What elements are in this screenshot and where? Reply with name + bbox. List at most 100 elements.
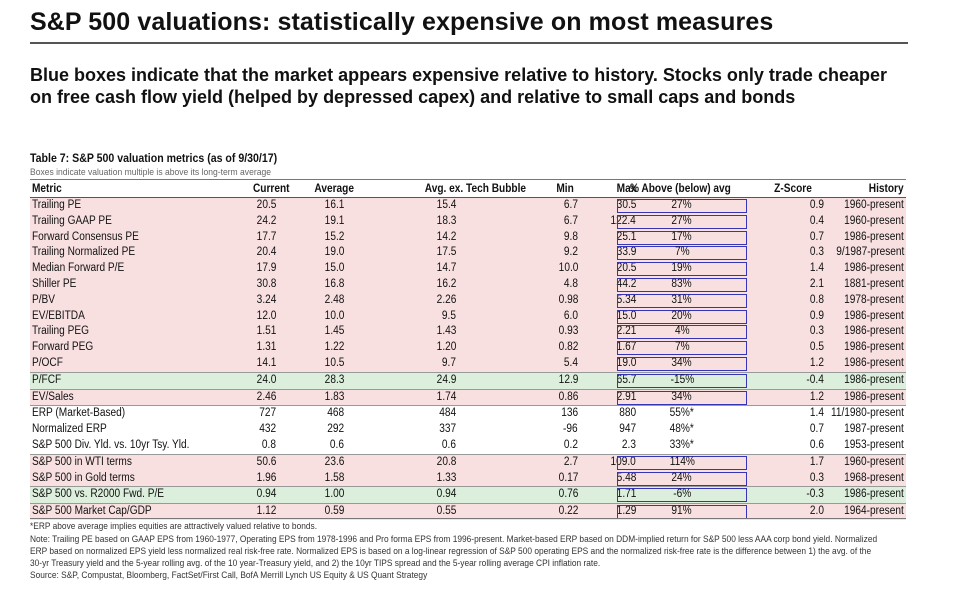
cell-min: 4.8 [563, 277, 578, 290]
cell-metric: P/BV [32, 293, 56, 306]
table-row: S&P 500 in WTI terms 50.6 23.6 20.8 2.7 109.0… [30, 453, 906, 471]
cell-max: 2.21 [616, 325, 636, 338]
cell-min: 5.4 [563, 356, 578, 369]
cell-avg-ex-tech: 16.2 [436, 277, 456, 290]
cell-history: 1960-present [844, 199, 904, 211]
cell-z-score: 0.6 [809, 438, 824, 451]
title-divider [30, 42, 908, 44]
cell-pct-above: 31% [617, 293, 747, 308]
cell-average: 16.8 [324, 277, 344, 290]
cell-pct-above: 33%* [617, 438, 747, 454]
cell-current: 2.46 [256, 390, 276, 403]
cell-history: 1986-present [844, 309, 904, 322]
cell-max: 1.67 [616, 341, 636, 354]
cell-avg-ex-tech: 337 [439, 423, 456, 436]
cell-max: 109.0 [610, 455, 636, 468]
cell-max: 19.0 [616, 356, 636, 369]
cell-pct-above: 83% [617, 277, 747, 292]
cell-history: 1953-present [844, 438, 904, 451]
header-current: Current [253, 183, 290, 195]
page-subtitle: Blue boxes indicate that the market appe… [30, 65, 887, 107]
cell-max: 947 [619, 423, 636, 436]
cell-max: 20.5 [616, 262, 636, 275]
cell-history: 1986-present [844, 341, 904, 354]
cell-pct-above-value: 91% [671, 505, 693, 518]
cell-pct-above-value: 33%* [669, 438, 695, 451]
cell-pct-above-value: 114% [669, 455, 695, 468]
cell-pct-above-value: 48%* [669, 423, 695, 436]
cell-pct-above: 34% [617, 356, 747, 371]
cell-max: 65.7 [616, 373, 636, 386]
cell-average: 1.83 [324, 390, 344, 403]
cell-pct-above-value: 7% [674, 341, 690, 354]
cell-min: 10.0 [558, 262, 578, 275]
cell-average: 28.3 [324, 373, 344, 386]
cell-z-score: 0.3 [809, 471, 824, 484]
cell-avg-ex-tech: 14.2 [436, 230, 456, 243]
cell-average: 16.1 [324, 199, 344, 211]
cell-current: 0.94 [256, 488, 276, 501]
cell-metric: P/OCF [32, 356, 63, 369]
cell-pct-above-value: 34% [671, 356, 693, 369]
table-body: Trailing PE 20.5 16.1 15.4 6.7 30.5 27% 0.9 1960… [30, 198, 906, 520]
cell-current: 50.6 [256, 455, 276, 468]
cell-metric: EV/EBITDA [32, 309, 85, 322]
cell-current: 17.7 [256, 230, 276, 243]
cell-max: 33.9 [616, 246, 636, 259]
cell-z-score: 0.8 [809, 293, 824, 306]
table-row: S&P 500 Market Cap/GDP 1.12 0.59 0.55 0.22 1.… [30, 503, 906, 520]
cell-history: 1986-present [844, 325, 904, 338]
footnote-note-1: Note: Trailing PE based on GAAP EPS from… [30, 534, 878, 545]
cell-metric: S&P 500 in Gold terms [32, 471, 135, 484]
cell-history: 1960-present [844, 455, 904, 468]
table-row: Forward PEG 1.31 1.22 1.20 0.82 1.67 7% 0.5 1986… [30, 340, 906, 356]
table-row: P/BV 3.24 2.48 2.26 0.98 5.34 31% 0.8 1978-prese… [30, 292, 906, 309]
cell-z-score: 1.4 [809, 407, 824, 420]
cell-history: 11/1980-present [831, 407, 904, 420]
cell-current: 20.4 [256, 246, 276, 259]
cell-average: 15.2 [324, 230, 344, 243]
cell-avg-ex-tech: 1.33 [436, 471, 456, 484]
cell-metric: P/FCF [32, 373, 62, 386]
cell-max: 5.48 [616, 471, 636, 484]
cell-max: 2.3 [621, 438, 636, 451]
cell-max: 122.4 [610, 214, 636, 227]
header-max: Max [616, 183, 636, 195]
cell-pct-above: 48%* [617, 422, 747, 438]
cell-avg-ex-tech: 1.74 [436, 390, 456, 403]
cell-average: 0.59 [324, 505, 344, 518]
cell-min: 0.86 [558, 390, 578, 403]
cell-min: 136 [561, 407, 578, 420]
cell-z-score: 0.4 [809, 214, 824, 227]
table-row: Trailing Normalized PE 20.4 19.0 17.5 9.2 33.… [30, 245, 906, 262]
cell-history: 1987-present [844, 423, 904, 436]
cell-pct-above: 19% [617, 262, 747, 277]
table-row: Trailing PE 20.5 16.1 15.4 6.7 30.5 27% 0.9 1960… [30, 198, 906, 214]
cell-average: 2.48 [324, 293, 344, 306]
cell-z-score: 0.7 [809, 423, 824, 436]
cell-current: 20.5 [256, 199, 276, 211]
cell-pct-above: -15% [617, 373, 747, 388]
cell-metric: S&P 500 Div. Yld. vs. 10yr Tsy. Yld. [32, 438, 190, 451]
cell-current: 3.24 [256, 293, 276, 306]
cell-avg-ex-tech: 14.7 [436, 262, 456, 275]
cell-z-score: 0.3 [809, 246, 824, 259]
cell-pct-above-value: 17% [671, 230, 693, 243]
cell-z-score: 0.7 [809, 230, 824, 243]
cell-min: 6.7 [563, 214, 578, 227]
cell-metric: S&P 500 Market Cap/GDP [32, 505, 152, 518]
cell-avg-ex-tech: 15.4 [436, 199, 456, 211]
cell-pct-above: 20% [617, 309, 747, 324]
cell-average: 1.45 [324, 325, 344, 338]
cell-metric: ERP (Market-Based) [32, 407, 126, 420]
cell-pct-above: 91% [617, 505, 747, 520]
cell-max: 1.71 [616, 488, 636, 501]
cell-average: 0.6 [329, 438, 344, 451]
cell-average: 23.6 [324, 455, 344, 468]
cell-metric: EV/Sales [32, 390, 74, 403]
table-row: P/FCF 24.0 28.3 24.9 12.9 65.7 -15% -0.4 1986-pr… [30, 371, 906, 389]
cell-current: 30.8 [256, 277, 276, 290]
cell-average: 15.0 [324, 262, 344, 275]
cell-max: 25.1 [616, 230, 636, 243]
cell-history: 1986-present [844, 230, 904, 243]
